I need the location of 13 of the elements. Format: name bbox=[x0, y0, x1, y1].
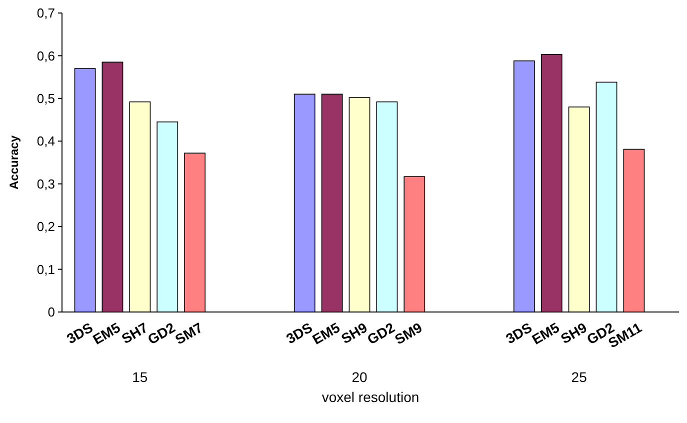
y-tick-label: 0,1 bbox=[36, 262, 55, 277]
y-tick-label: 0,5 bbox=[36, 90, 55, 106]
y-tick-label: 0,7 bbox=[36, 6, 55, 21]
x-axis-title: voxel resolution bbox=[322, 389, 420, 405]
text: 20 bbox=[352, 369, 368, 385]
y-tick-label: 0,4 bbox=[36, 134, 55, 149]
y-tick-label: 0 bbox=[48, 304, 55, 320]
text: 25 bbox=[571, 369, 588, 385]
y-tick-label: 0,6 bbox=[36, 48, 55, 64]
y-tick-label: 0,3 bbox=[36, 176, 55, 192]
y-tick-label: 0,2 bbox=[36, 219, 55, 234]
y-axis-title: Accuracy bbox=[7, 135, 21, 190]
text: 15 bbox=[132, 369, 148, 385]
